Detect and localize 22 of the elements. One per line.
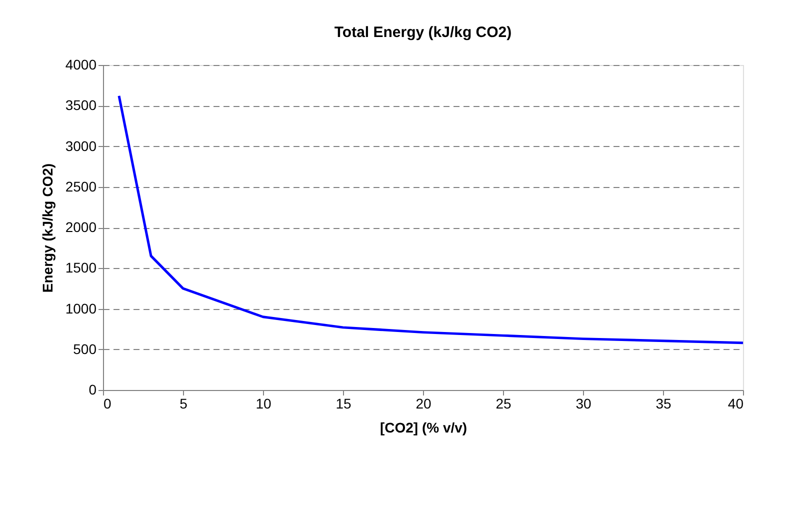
x-tick-label: 10 [256, 396, 272, 412]
y-tick-label: 2000 [65, 219, 97, 235]
y-tick-label: 4000 [65, 56, 97, 72]
x-axis-title: [CO2] (% v/v) [380, 420, 468, 436]
y-tick-label: 3500 [65, 97, 97, 114]
y-tick-label: 1000 [65, 300, 97, 316]
x-tick-label: 25 [496, 396, 512, 412]
x-tick-label: 20 [416, 396, 432, 412]
x-tick-label: 40 [728, 396, 744, 412]
line-series [118, 94, 744, 344]
x-tick-label: 5 [180, 396, 188, 412]
x-tick-label: 30 [576, 396, 592, 412]
x-tick-label: 35 [656, 396, 672, 412]
y-tick-label: 2500 [65, 178, 97, 194]
y-axis-title: Energy (kJ/kg CO2) [39, 163, 56, 293]
y-tick-label: 0 [88, 382, 97, 398]
x-tick-label: 0 [104, 396, 112, 412]
y-tick-label: 500 [73, 340, 97, 357]
x-tick-label: 15 [336, 396, 352, 412]
y-tick-label: 3000 [65, 138, 97, 154]
chart-title: Total Energy (kJ/kg CO2) [334, 24, 512, 41]
y-tick-label: 1500 [65, 260, 97, 276]
